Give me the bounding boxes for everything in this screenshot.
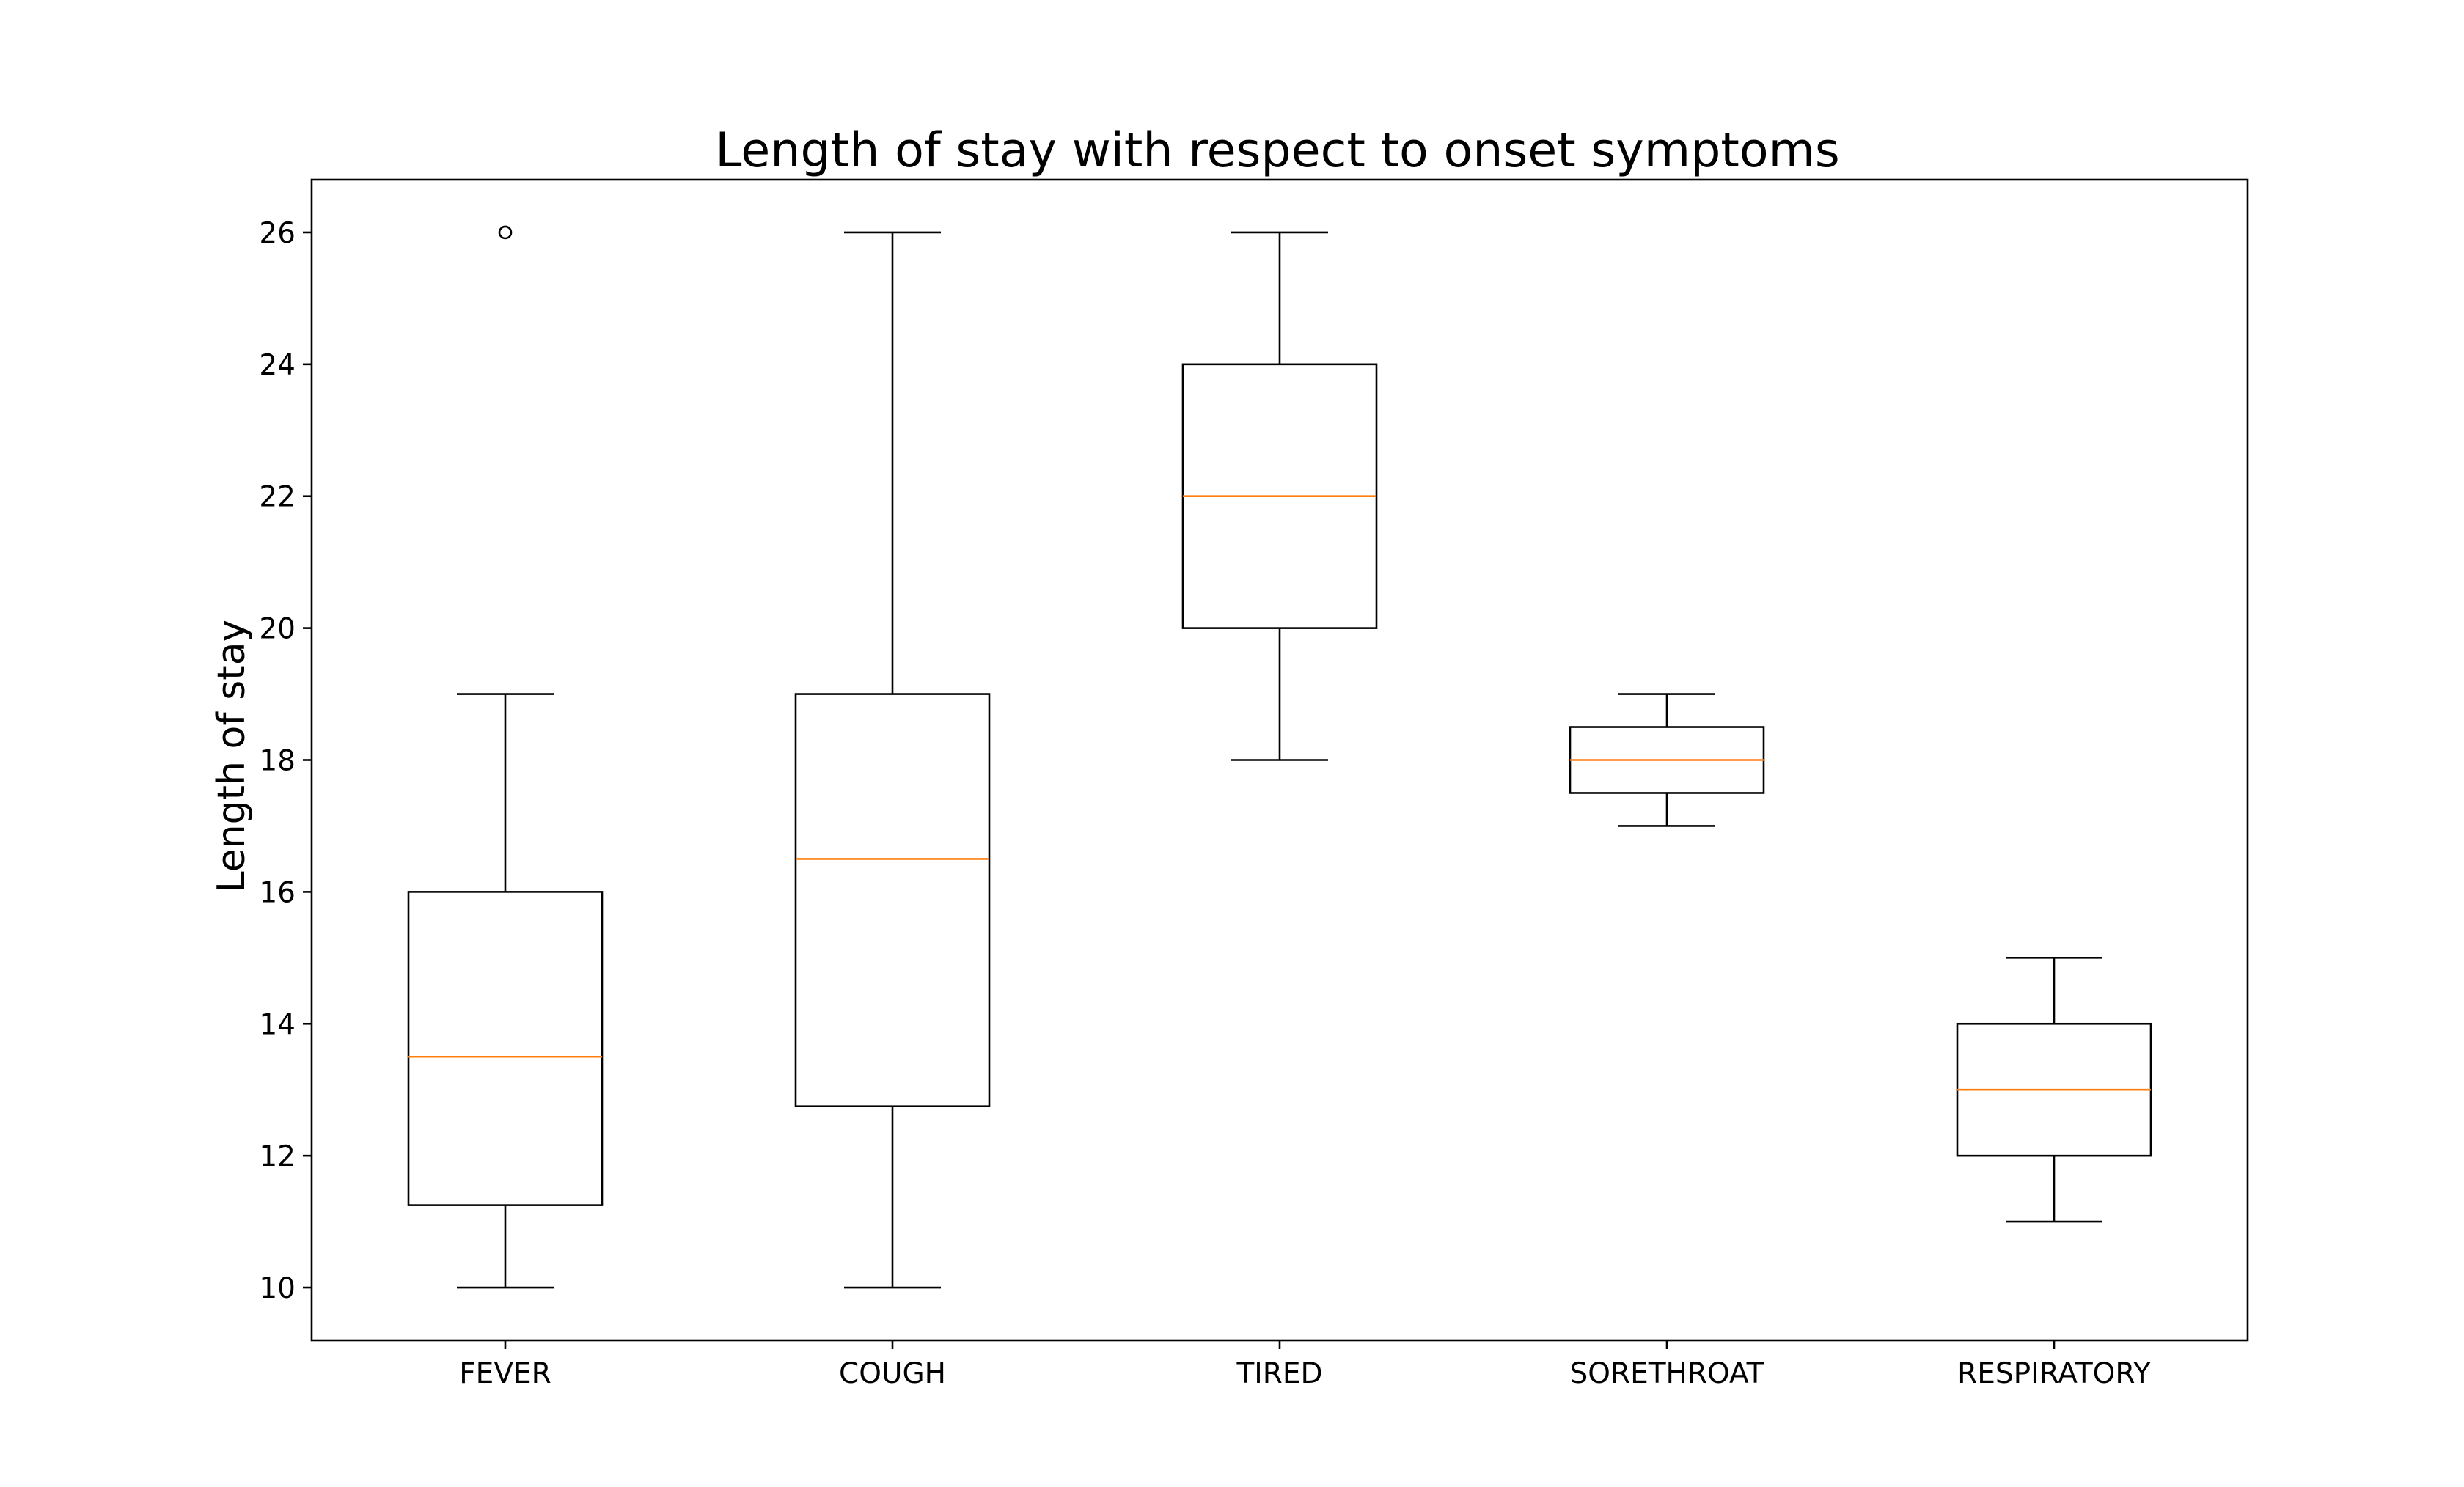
box-sorethroat: SORETHROAT bbox=[1569, 693, 1765, 1390]
y-axis-label: Length of stay bbox=[210, 620, 254, 893]
y-tick: 24 bbox=[259, 349, 312, 382]
y-tick-label: 14 bbox=[259, 1008, 296, 1041]
box-fever: FEVER bbox=[407, 225, 604, 1390]
box-respiratory: RESPIRATORY bbox=[1956, 957, 2152, 1390]
y-tick-label: 20 bbox=[259, 613, 296, 646]
y-tick: 18 bbox=[259, 745, 312, 778]
y-tick-label: 16 bbox=[259, 876, 296, 909]
y-tick: 12 bbox=[259, 1140, 312, 1173]
x-tick-label: COUGH bbox=[839, 1357, 946, 1390]
y-tick-label: 18 bbox=[259, 745, 296, 778]
y-tick: 10 bbox=[259, 1272, 312, 1305]
x-tick-label: SORETHROAT bbox=[1570, 1357, 1764, 1390]
x-tick-label: TIRED bbox=[1236, 1357, 1322, 1390]
x-tick-label: FEVER bbox=[459, 1357, 551, 1390]
y-tick-label: 24 bbox=[259, 349, 296, 382]
box-tired: TIRED bbox=[1181, 231, 1378, 1390]
chart-title: Length of stay with respect to onset sym… bbox=[715, 123, 1840, 178]
y-tick: 26 bbox=[259, 217, 312, 250]
y-tick: 22 bbox=[259, 481, 312, 514]
y-tick-label: 10 bbox=[259, 1272, 296, 1305]
iqr-box bbox=[794, 693, 991, 1108]
plot-area: 10 12 14 16 18 20 22 24 26 FEVER COUGH TIRED SORETHR… bbox=[259, 178, 2249, 1390]
y-tick: 16 bbox=[259, 876, 312, 909]
iqr-box bbox=[407, 891, 604, 1206]
y-tick: 20 bbox=[259, 613, 312, 646]
box-cough: COUGH bbox=[794, 231, 991, 1390]
y-tick-label: 12 bbox=[259, 1140, 296, 1173]
y-tick: 14 bbox=[259, 1008, 312, 1041]
y-tick-label: 26 bbox=[259, 217, 296, 250]
x-tick-label: RESPIRATORY bbox=[1957, 1357, 2151, 1390]
y-tick-label: 22 bbox=[259, 481, 296, 514]
outlier-point bbox=[498, 225, 513, 240]
